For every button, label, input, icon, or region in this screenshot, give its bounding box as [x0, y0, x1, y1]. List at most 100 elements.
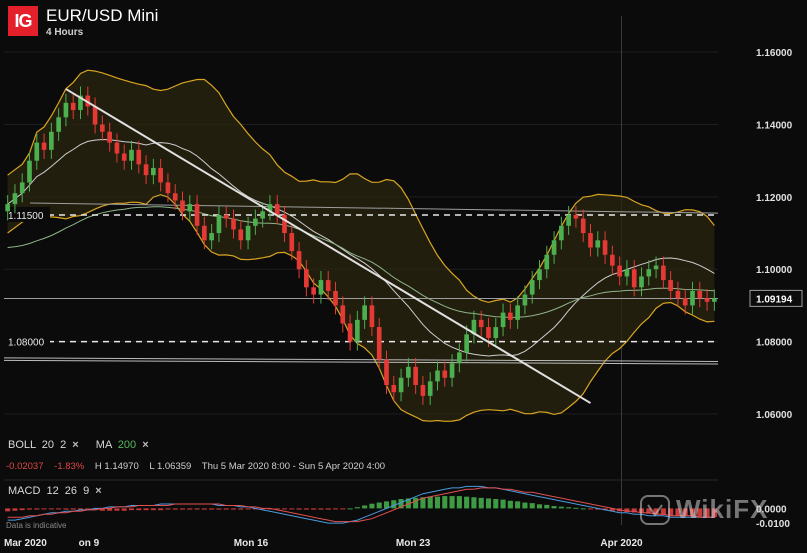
price-tick-1.08000: 1.08000: [756, 338, 793, 349]
macd-histogram-bar: [485, 498, 492, 509]
price-tick-1.12000: 1.12000: [756, 193, 793, 204]
candle-body: [362, 305, 367, 320]
candle: [333, 281, 338, 315]
level-label-1.08000: 1.08000: [8, 338, 45, 349]
candle: [253, 209, 258, 235]
candle: [551, 231, 557, 264]
macd-histogram-bar: [697, 508, 703, 517]
candle-body: [12, 193, 18, 205]
ma200-curve: [7, 206, 715, 319]
macd-histogram-bar: [150, 508, 156, 511]
candle: [508, 303, 513, 329]
candle: [347, 314, 353, 351]
candle: [194, 195, 200, 235]
candle-body: [435, 370, 440, 382]
macd-histogram-bar: [478, 497, 484, 509]
candle: [274, 195, 280, 224]
candle: [639, 267, 644, 297]
candle-body: [457, 352, 462, 364]
candle-body: [19, 182, 25, 194]
candle-body: [231, 218, 236, 230]
boll-close-icon[interactable]: ×: [72, 439, 79, 451]
macd-histogram-bar: [289, 508, 295, 510]
candle-body: [253, 218, 258, 226]
macd-tick-0.0000: 0.0000: [756, 504, 787, 515]
candle: [172, 184, 178, 210]
candle-body: [223, 214, 229, 219]
candle-body: [566, 214, 571, 226]
bollinger-bands: [7, 69, 715, 422]
macd-label: MACD: [8, 485, 41, 497]
candle-body: [340, 305, 346, 324]
candle-body: [347, 323, 353, 342]
candle: [304, 260, 309, 297]
timeframe-label: 4 Hours: [46, 27, 84, 38]
candle: [340, 296, 346, 333]
candle-body: [675, 290, 681, 299]
candle: [398, 368, 404, 402]
macd-histogram-bar: [245, 508, 251, 510]
candle-body: [143, 164, 149, 176]
candle-body: [610, 254, 615, 266]
candle-body: [92, 106, 98, 125]
candle: [675, 281, 681, 308]
candle: [78, 86, 83, 120]
candle: [537, 260, 542, 290]
chart-header: IG EUR/USD Mini 4 Hours: [8, 6, 158, 39]
macd-indicator[interactable]: MACD 12 26 9 ×: [8, 485, 102, 497]
macd-histogram-bar: [311, 508, 317, 510]
macd-histogram-bar: [515, 501, 521, 509]
price-tick-1.06000: 1.06000: [756, 410, 793, 421]
candle: [136, 140, 142, 174]
candle: [267, 195, 273, 221]
bollinger-middle: [7, 138, 715, 357]
macd-histogram-bar: [660, 508, 666, 515]
macd-histogram-bar: [354, 507, 360, 509]
macd-histogram-bar: [609, 508, 615, 511]
support-line-2: [3, 359, 719, 365]
horizontal-levels: 1.11500 1.08000: [3, 202, 719, 365]
macd-histogram-bar: [362, 505, 368, 509]
candle-body: [493, 327, 499, 338]
bollinger-upper: [7, 69, 715, 303]
macd-histogram-bar: [624, 508, 630, 512]
candle-body: [267, 204, 273, 212]
candle: [107, 122, 112, 152]
candle-body: [398, 377, 404, 393]
macd-histogram-bar: [107, 508, 113, 511]
candle-body: [580, 218, 586, 234]
candle: [471, 310, 477, 344]
macd-slow: 26: [64, 485, 78, 497]
candle-body: [551, 240, 557, 255]
candle: [704, 289, 710, 311]
macd-close-icon[interactable]: ×: [95, 485, 102, 497]
ma-close-icon[interactable]: ×: [142, 439, 149, 451]
macd-histogram-bar: [551, 506, 557, 509]
macd-histogram-bar: [405, 498, 411, 509]
candle-body: [697, 290, 703, 299]
candle-body: [522, 294, 528, 306]
candle-body: [41, 142, 47, 150]
macd-histogram-bar: [158, 508, 164, 511]
candle-body: [369, 305, 375, 328]
macd-histogram-bar: [602, 508, 608, 511]
candle-body: [639, 276, 644, 288]
candle: [100, 115, 105, 141]
candle: [209, 224, 214, 250]
boll-indicator[interactable]: BOLL 20 2 × MA 200 ×: [8, 439, 149, 451]
macd-histogram-bar: [216, 508, 222, 510]
candle-body: [624, 269, 630, 277]
boll-period: 20: [41, 439, 55, 451]
candle-body: [537, 269, 542, 281]
candle: [442, 361, 448, 387]
downtrend-line: [65, 88, 592, 404]
trendline: [65, 88, 592, 404]
candle: [289, 224, 295, 261]
candle: [595, 231, 601, 257]
candle: [114, 133, 120, 163]
price-tick-1.16000: 1.16000: [756, 48, 793, 59]
candle: [522, 285, 528, 315]
candle: [435, 361, 440, 391]
macd-histogram-bar: [56, 508, 62, 510]
